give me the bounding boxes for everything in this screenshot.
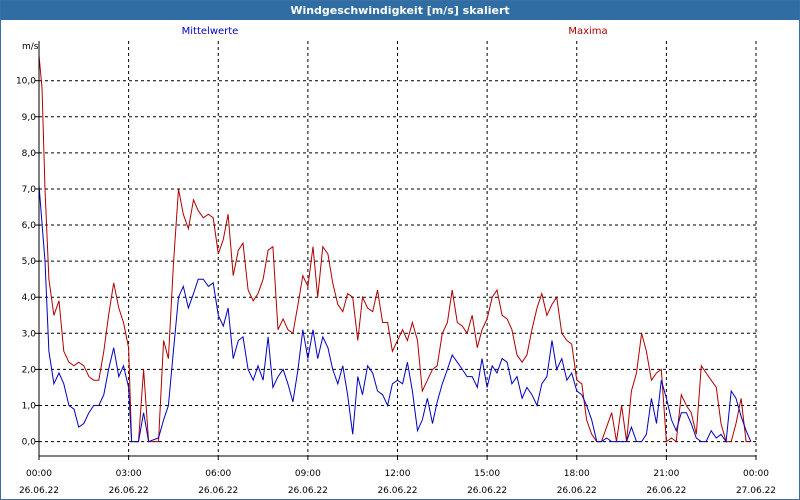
- x-tick-date: 26.06.22: [557, 486, 597, 496]
- x-tick-time: 18:00: [564, 469, 590, 479]
- y-tick-label: 4,0: [22, 293, 37, 303]
- x-tick-date: 26.06.22: [198, 486, 238, 496]
- series-lines: [38, 55, 752, 443]
- x-tick-time: 00:00: [26, 469, 52, 479]
- legend-mittelwerte: Mittelwerte: [182, 26, 239, 37]
- grid-lines: [39, 41, 757, 456]
- y-tick-label: 5,0: [22, 257, 37, 267]
- y-axis-label: m/s: [22, 42, 39, 52]
- x-tick-date: 26.06.22: [467, 486, 507, 496]
- y-tick-label: 1,0: [22, 401, 37, 411]
- x-tick-date: 26.06.22: [646, 486, 686, 496]
- chart-title: Windgeschwindigkeit [m/s] skaliert: [1, 1, 799, 20]
- y-tick-label: 9,0: [22, 113, 37, 123]
- x-tick-time: 03:00: [116, 469, 142, 479]
- series-line-mittelwerte: [38, 185, 752, 443]
- y-tick-label: 6,0: [22, 221, 37, 231]
- x-tick-time: 12:00: [385, 469, 411, 479]
- x-tick-time: 00:00: [743, 469, 769, 479]
- x-tick-date: 26.06.22: [377, 486, 417, 496]
- x-tick-time: 21:00: [653, 469, 679, 479]
- x-tick-date: 26.06.22: [19, 486, 59, 496]
- x-tick-labels: 00:00 26.06.22 03:00 26.06.22 06:00 26.06.22 0…: [19, 469, 776, 496]
- y-tick-label: 2,0: [22, 365, 37, 375]
- x-tick-date: 26.06.22: [288, 486, 328, 496]
- y-tick-label: 8,0: [22, 149, 37, 159]
- x-tick-date: 26.06.22: [109, 486, 149, 496]
- y-tick-label: 7,0: [22, 185, 37, 195]
- x-tick-time: 15:00: [474, 469, 500, 479]
- x-tick-date: 27.06.22: [736, 486, 776, 496]
- axes: [35, 41, 757, 460]
- y-tick-label: 0,0: [22, 438, 37, 448]
- x-tick-time: 09:00: [295, 469, 321, 479]
- y-tick-label: 3,0: [22, 329, 37, 339]
- x-tick-time: 06:00: [205, 469, 231, 479]
- y-tick-labels: 0,0 1,0 2,0 3,0 4,0 5,0 6,0 7,0 8,0 9,0 10,0: [16, 77, 36, 448]
- legend-maxima: Maxima: [568, 26, 607, 37]
- y-tick-label: 10,0: [16, 77, 36, 87]
- series-line-maxima: [38, 55, 751, 443]
